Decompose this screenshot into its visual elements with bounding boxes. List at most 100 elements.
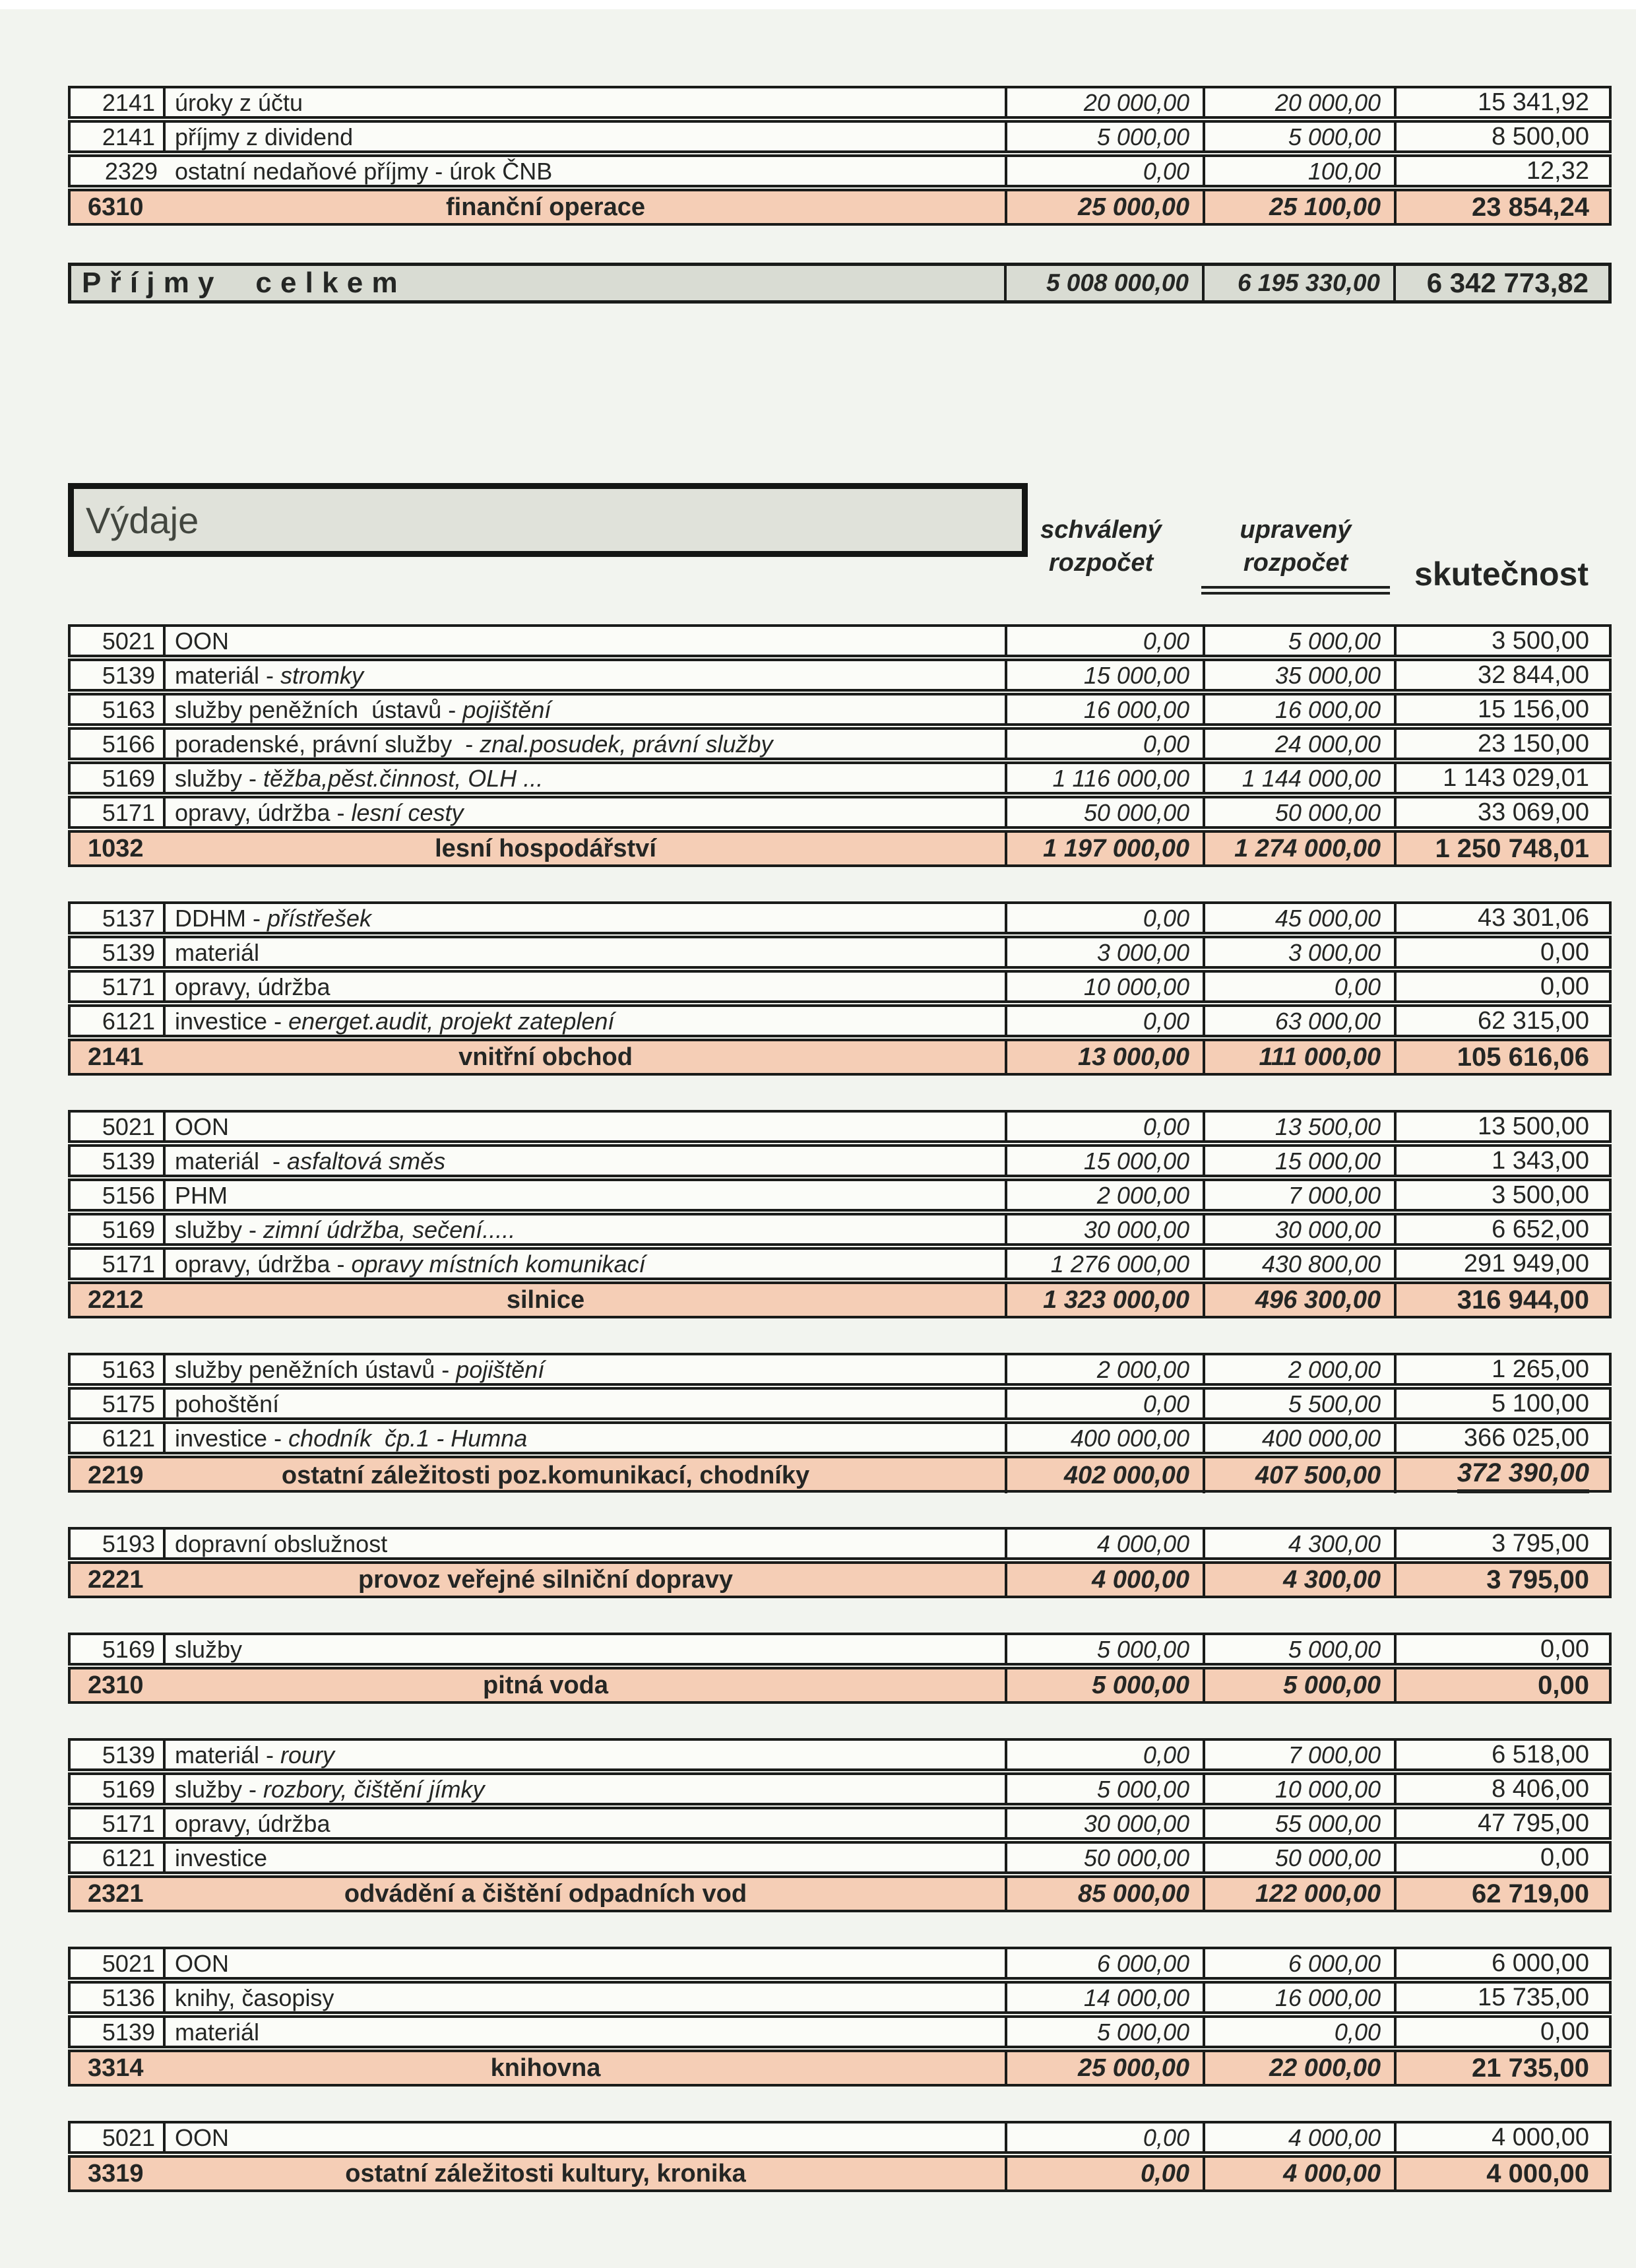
section-summary-row: 2141 vnitřní obchod 13 000,00 111 000,00 105…: [68, 1039, 1612, 1076]
table-row: 5171 opravy, údržba - opravy místních kom…: [68, 1247, 1612, 1280]
adjusted-budget-value: 24 000,00: [1203, 730, 1394, 758]
approved-budget-value: 20 000,00: [1005, 88, 1203, 117]
table-row: 6121 investice - chodník čp.1 - Humna 400 …: [68, 1421, 1612, 1454]
adjusted-budget-value: 35 000,00: [1203, 661, 1394, 690]
approved-budget-value: 5 000,00: [1005, 2018, 1203, 2046]
row-code: 6121: [71, 1844, 166, 1872]
row-code: 5169: [71, 1215, 166, 1244]
summary-head: 2219 ostatní záležitosti poz.komunikací, …: [71, 1458, 1005, 1493]
approved-budget-value: 15 000,00: [1005, 1147, 1203, 1175]
row-code: 5193: [71, 1530, 166, 1558]
summary-code: 2310: [88, 1671, 144, 1699]
row-description: OON: [166, 1949, 1005, 1978]
description-italic-text: asfaltová směs: [287, 1147, 446, 1175]
row-code: 2329: [104, 157, 158, 185]
summary-head: 2141 vnitřní obchod: [71, 1041, 1005, 1073]
row-code: 5021: [71, 2123, 166, 2152]
summary-adjusted-value: 496 300,00: [1203, 1284, 1394, 1316]
column-headers: schválený rozpočet upravený rozpočet sku…: [1002, 513, 1612, 595]
table-row: 5139 materiál - stromky 15 000,00 35 000,00…: [68, 659, 1612, 692]
table-row: 5163 služby peněžních ústavů - pojištění 2…: [68, 1353, 1612, 1386]
row-description: OON: [166, 1113, 1005, 1141]
row-description: investice: [166, 1844, 1005, 1872]
incomes-total-adjusted: 6 195 330,00: [1202, 266, 1393, 300]
approved-budget-value: 30 000,00: [1005, 1215, 1203, 1244]
incomes-total-actual: 6 342 773,82: [1393, 266, 1608, 300]
approved-budget-value: 1 116 000,00: [1005, 764, 1203, 793]
row-description: služby: [166, 1635, 1005, 1664]
summary-actual-text: 316 944,00: [1457, 1285, 1589, 1314]
row-code: 5021: [71, 1949, 166, 1978]
expense-section: 5193 dopravní obslužnost 4 000,00 4 300,00 3…: [68, 1527, 1612, 1598]
adjusted-budget-value: 30 000,00: [1203, 1215, 1394, 1244]
expenses-title-box: Výdaje: [68, 483, 1028, 557]
table-row: 5136 knihy, časopisy 14 000,00 16 000,00 15 …: [68, 1981, 1612, 2014]
summary-actual-text: 372 390,00: [1457, 1458, 1589, 1493]
actual-value: 62 315,00: [1394, 1007, 1609, 1035]
expense-section: 5169 služby 5 000,00 5 000,00 0,00 2310 pitná …: [68, 1633, 1612, 1704]
actual-value: 15 156,00: [1394, 696, 1609, 724]
row-code: 5136: [71, 1984, 166, 2012]
description-text: ostatní nedaňové příjmy - úrok ČNB: [175, 157, 553, 185]
expense-section: 5137 DDHM - přístřešek 0,00 45 000,00 43 301…: [68, 901, 1612, 1076]
section-summary-row: 2321 odvádění a čištění odpadních vod 85 0…: [68, 1875, 1612, 1912]
row-description: úroky z účtu: [166, 88, 1005, 117]
actual-value: 13 500,00: [1394, 1113, 1609, 1141]
approved-budget-value: 0,00: [1005, 1113, 1203, 1141]
actual-value: 15 341,92: [1394, 88, 1609, 117]
description-text: DDHM -: [175, 904, 267, 932]
description-text: služby -: [175, 764, 264, 792]
description-italic-text: opravy místních komunikací: [351, 1250, 646, 1278]
table-row: 6121 investice 50 000,00 50 000,00 0,00: [68, 1841, 1612, 1874]
adjusted-budget-value: 7 000,00: [1203, 1741, 1394, 1769]
summary-actual-value: 0,00: [1394, 1669, 1609, 1701]
row-code: 2141: [71, 123, 166, 151]
table-row: 6121 investice - energet.audit, projekt z…: [68, 1004, 1612, 1037]
row-code: 6121: [71, 1424, 166, 1452]
summary-code: 6310: [88, 193, 144, 221]
adjusted-budget-value: 5 000,00: [1203, 123, 1394, 151]
description-italic-text: roury: [280, 1741, 335, 1768]
table-row: 5137 DDHM - přístřešek 0,00 45 000,00 43 301…: [68, 901, 1612, 934]
adjusted-budget-value: 5 500,00: [1203, 1390, 1394, 1418]
actual-value: 15 735,00: [1394, 1984, 1609, 2012]
adjusted-budget-value: 15 000,00: [1203, 1147, 1394, 1175]
table-row: 5175 pohoštění 0,00 5 500,00 5 100,00: [68, 1387, 1612, 1420]
adjusted-budget-value: 430 800,00: [1203, 1250, 1394, 1278]
actual-value: 47 795,00: [1394, 1809, 1609, 1838]
description-text: služby peněžních ústavů -: [175, 696, 463, 723]
adjusted-budget-value: 50 000,00: [1203, 1844, 1394, 1872]
summary-code: 1032: [88, 834, 144, 862]
description-text: materiál: [175, 2018, 260, 2046]
row-description: materiál: [166, 938, 1005, 967]
summary-adjusted-value: 122 000,00: [1203, 1878, 1394, 1910]
scan-edge-strip: [0, 0, 1636, 9]
approved-budget-header: schválený rozpočet: [1040, 516, 1162, 577]
table-row: 5139 materiál 5 000,00 0,00 0,00: [68, 2015, 1612, 2048]
expenses-title: Výdaje: [86, 499, 199, 541]
summary-adjusted-value: 111 000,00: [1203, 1041, 1394, 1073]
row-description: DDHM - přístřešek: [166, 904, 1005, 932]
description-text: OON: [175, 2123, 230, 2151]
approved-budget-value: 2 000,00: [1005, 1181, 1203, 1210]
summary-head: 1032 lesní hospodářství: [71, 833, 1005, 864]
summary-actual-value: 105 616,06: [1394, 1041, 1609, 1073]
approved-budget-value: 5 000,00: [1005, 123, 1203, 151]
summary-adjusted-value: 4 300,00: [1203, 1564, 1394, 1596]
adjusted-budget-value: 5 000,00: [1203, 1635, 1394, 1664]
row-code: 5139: [71, 661, 166, 690]
table-row: 5021 OON 0,00 13 500,00 13 500,00: [68, 1110, 1612, 1143]
approved-budget-value: 0,00: [1005, 730, 1203, 758]
table-row: 2141 úroky z účtu 20 000,00 20 000,00 15 341…: [68, 86, 1612, 119]
row-description: OON: [166, 2123, 1005, 2152]
summary-head: 6310 finanční operace: [71, 191, 1005, 223]
summary-label: ostatní záležitosti poz.komunikací, chod…: [281, 1462, 810, 1489]
summary-approved-value: 402 000,00: [1005, 1458, 1203, 1493]
actual-value: 3 500,00: [1394, 1181, 1609, 1210]
approved-budget-value: 30 000,00: [1005, 1809, 1203, 1838]
description-text: opravy, údržba: [175, 1809, 330, 1837]
summary-adjusted-value: 25 100,00: [1203, 191, 1394, 223]
section-summary-row: 1032 lesní hospodářství 1 197 000,00 1 274 …: [68, 830, 1612, 867]
approved-budget-value: 15 000,00: [1005, 661, 1203, 690]
summary-code: 2221: [88, 1565, 144, 1594]
